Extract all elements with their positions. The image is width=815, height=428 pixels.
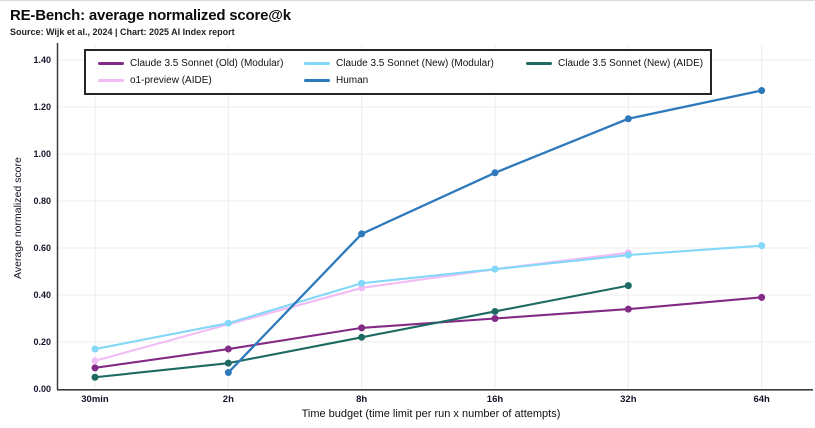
y-tick-label: 1.00	[33, 149, 51, 159]
legend-item: Claude 3.5 Sonnet (New) (AIDE)	[526, 56, 703, 71]
y-tick-label: 0.20	[33, 337, 51, 347]
page-subtitle: Source: Wijk et al., 2024 | Chart: 2025 …	[10, 27, 235, 37]
data-point	[224, 369, 232, 377]
legend-item: Claude 3.5 Sonnet (New) (Modular)	[304, 56, 526, 71]
data-point	[491, 315, 499, 322]
data-point	[491, 265, 499, 273]
data-point	[624, 305, 632, 313]
data-point	[91, 357, 99, 365]
x-axis-title: Time budget (time limit per run x number…	[301, 408, 561, 420]
y-tick-label: 1.20	[33, 102, 51, 112]
data-point	[624, 115, 632, 123]
legend-swatch-icon	[304, 62, 330, 65]
data-point	[224, 359, 232, 367]
y-tick-label: 0.40	[33, 290, 51, 300]
legend-swatch-icon	[304, 79, 330, 82]
series-line	[93, 296, 763, 369]
legend-swatch-icon	[98, 62, 124, 65]
data-point	[358, 324, 366, 332]
data-point	[358, 333, 366, 341]
data-point	[91, 364, 99, 372]
x-tick-label: 64h	[753, 394, 770, 405]
data-point	[758, 87, 766, 95]
data-point	[358, 279, 366, 287]
data-point	[758, 293, 766, 301]
page-title: RE-Bench: average normalized score@k	[10, 7, 291, 24]
legend-swatch-icon	[98, 79, 124, 82]
x-tick-label: 16h	[487, 394, 504, 405]
y-tick-label: 0.00	[33, 384, 51, 394]
legend-swatch-icon	[526, 62, 552, 65]
x-tick-label: 32h	[620, 394, 637, 405]
data-point	[224, 319, 232, 327]
x-tick-label: 30min	[81, 394, 109, 405]
x-tick-label: 8h	[356, 394, 367, 405]
data-point	[358, 230, 366, 238]
data-point	[491, 169, 499, 177]
data-point	[624, 251, 632, 259]
legend-label: Human	[336, 75, 369, 86]
series-line	[93, 244, 763, 351]
data-point	[624, 282, 632, 290]
legend-item: o1-preview (AIDE)	[98, 73, 304, 88]
legend: Claude 3.5 Sonnet (Old) (Modular) Claude …	[84, 49, 712, 95]
legend-label: Claude 3.5 Sonnet (New) (AIDE)	[558, 58, 704, 69]
legend-label: Claude 3.5 Sonnet (Old) (Modular)	[130, 58, 284, 69]
y-tick-label: 1.40	[33, 55, 51, 65]
legend-label: o1-preview (AIDE)	[130, 75, 212, 86]
y-tick-label: 0.60	[33, 243, 51, 253]
data-point	[758, 242, 766, 250]
data-point	[491, 307, 499, 315]
data-point	[224, 345, 232, 353]
y-axis-title: Average normalized score	[12, 157, 24, 279]
x-tick-label: 2h	[223, 394, 234, 405]
legend-item: Human	[304, 73, 526, 88]
legend-item: Claude 3.5 Sonnet (Old) (Modular)	[98, 56, 304, 71]
y-tick-label: 0.80	[33, 196, 51, 206]
data-point	[91, 373, 99, 381]
data-point	[91, 345, 99, 353]
legend-label: Claude 3.5 Sonnet (New) (Modular)	[336, 58, 494, 69]
